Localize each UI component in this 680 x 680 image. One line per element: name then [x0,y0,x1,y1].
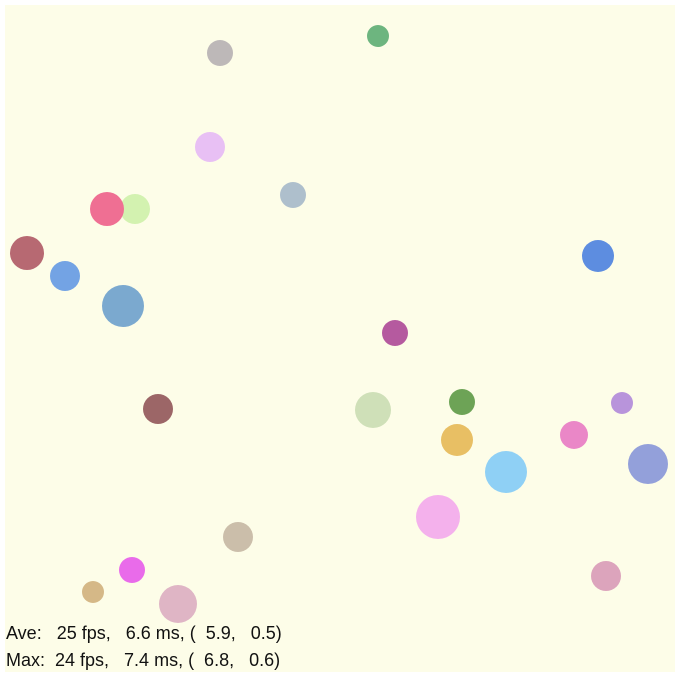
ball [611,392,633,414]
ball [82,581,104,603]
ball [50,261,80,291]
ball [102,285,144,327]
ball [560,421,588,449]
ball [195,132,225,162]
stats-line: Max: 24 fps, 7.4 ms, ( 6.8, 0.6) [6,650,280,670]
ball [207,40,233,66]
ball [382,320,408,346]
ball [159,585,197,623]
ball [280,182,306,208]
ball [10,236,44,270]
ball [582,240,614,272]
ball [628,444,668,484]
ball [143,394,173,424]
ball [591,561,621,591]
ball [449,389,475,415]
ball [485,451,527,493]
ball [355,392,391,428]
ball [367,25,389,47]
ball [90,192,124,226]
ball [416,495,460,539]
ball [441,424,473,456]
ball [120,194,150,224]
ball [223,522,253,552]
canvas-background [5,5,675,672]
ball [119,557,145,583]
stats-line: Ave: 25 fps, 6.6 ms, ( 5.9, 0.5) [6,623,282,643]
balls [10,25,668,623]
